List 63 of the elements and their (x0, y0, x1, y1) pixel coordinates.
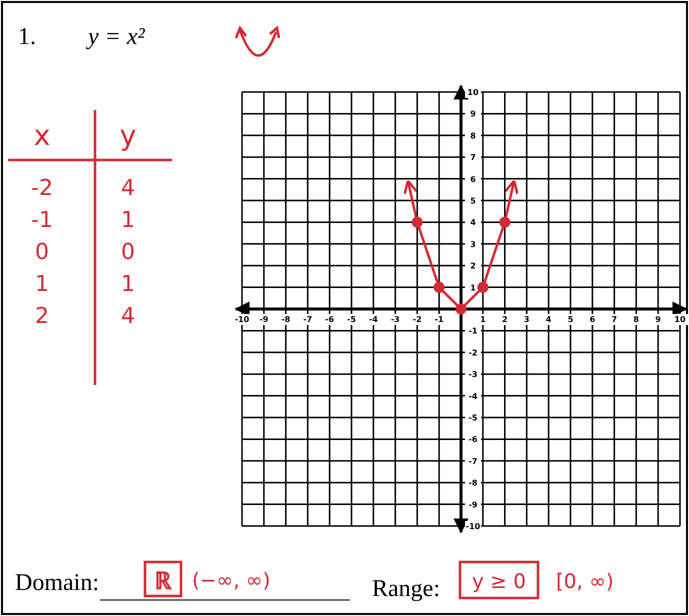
y-tick-label: -2 (468, 348, 478, 358)
y-tick-label: 9 (470, 110, 476, 119)
text: -1 (31, 208, 53, 233)
x-tick-label: 4 (546, 315, 552, 324)
text: y (120, 119, 136, 152)
text: (−∞, ∞) (192, 568, 270, 592)
chart-title: y = x² (86, 24, 146, 50)
point (499, 216, 510, 228)
y-tick-label: 7 (470, 153, 476, 162)
x-tick-label: -8 (281, 315, 291, 324)
x-tick-label: 6 (590, 315, 596, 324)
x-tick-label: -4 (368, 315, 378, 324)
y-tick-label: 6 (470, 174, 476, 184)
y-tick-label: 2 (470, 262, 476, 271)
y-tick-label: -8 (468, 478, 478, 488)
text: Range: (372, 576, 440, 602)
x-tick-label: 8 (633, 315, 640, 324)
x-tick-label: 7 (612, 315, 618, 324)
y-tick-label: -1 (468, 326, 478, 336)
point (412, 216, 423, 228)
x-tick-label: 5 (568, 315, 574, 324)
y-tick-label: -6 (468, 435, 478, 444)
y-tick-label: -9 (468, 500, 478, 510)
text: 0 (121, 240, 135, 265)
point (456, 304, 466, 314)
y-tick-label: 8 (470, 131, 476, 140)
y-tick-label: 4 (470, 218, 476, 228)
x-tick-label: -2 (412, 315, 422, 324)
x-tick-label: 10 (674, 315, 686, 324)
text: ℝ (154, 569, 172, 595)
y-tick-label: -5 (468, 414, 478, 422)
x-tick-label: -1 (434, 315, 444, 324)
text: 1 (121, 272, 135, 297)
x-tick-label: 9 (655, 315, 662, 324)
text: Domain: (15, 570, 99, 596)
y-tick-label: -10 (466, 522, 481, 531)
x-tick-label: 3 (524, 315, 530, 324)
x-tick-label: -3 (390, 315, 400, 324)
text: x (34, 119, 50, 152)
point (477, 282, 488, 293)
y-tick-label: -7 (468, 456, 478, 466)
text: y ≥ 0 (472, 569, 526, 593)
y-tick-label: 3 (470, 240, 476, 249)
y-tick-label: 5 (470, 196, 476, 206)
text: 1 (121, 208, 135, 233)
text: 1. (18, 24, 36, 50)
text: 0 (35, 240, 49, 265)
x-tick-label: -6 (325, 315, 334, 324)
text: -2 (31, 176, 53, 201)
y-tick-label: -3 (468, 370, 478, 380)
text: [0, ∞) (556, 569, 614, 593)
x-tick-label: -7 (303, 315, 312, 324)
point (434, 282, 445, 293)
y-tick-label: 10 (467, 88, 479, 97)
y-tick-label: -4 (468, 392, 478, 401)
x-tick-label: 2 (502, 315, 508, 324)
text: 1 (35, 272, 49, 297)
x-tick-label: -9 (259, 315, 269, 324)
x-tick-label: 1 (480, 315, 486, 324)
x-tick-label: -5 (347, 315, 356, 324)
text: 4 (121, 176, 135, 201)
y-tick-label: 1 (470, 283, 476, 292)
x-tick-label: -10 (234, 315, 250, 324)
